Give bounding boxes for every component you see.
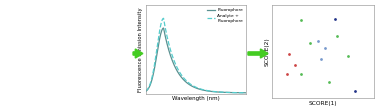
Point [332, 18, 338, 19]
Point [314, 40, 321, 42]
Point [352, 91, 358, 92]
Point [322, 47, 328, 49]
Point [345, 55, 351, 57]
X-axis label: SCORE(1): SCORE(1) [309, 100, 338, 106]
Point [307, 43, 313, 44]
Y-axis label: SCORE(2): SCORE(2) [265, 38, 270, 66]
Point [286, 53, 292, 55]
Point [326, 82, 332, 83]
Point [284, 73, 290, 74]
X-axis label: Wavelength (nm): Wavelength (nm) [172, 96, 220, 101]
Point [297, 20, 304, 21]
Point [297, 73, 304, 74]
Legend: Fluorophore, Analyte +
Fluorophore: Fluorophore, Analyte + Fluorophore [207, 8, 243, 23]
Point [292, 64, 298, 66]
Point [318, 59, 324, 60]
Y-axis label: Fluorescence Emission Intensity: Fluorescence Emission Intensity [138, 7, 143, 92]
Point [334, 36, 340, 37]
